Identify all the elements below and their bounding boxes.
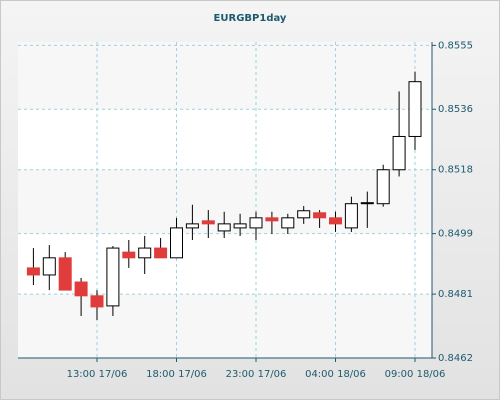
plot-band <box>18 109 432 170</box>
candle-body <box>376 169 390 205</box>
y-tick-label: 0.8518 <box>438 165 473 176</box>
candle-body <box>42 257 56 276</box>
plot-area <box>18 42 432 358</box>
candle-body <box>281 217 295 229</box>
x-tick-label: 13:00 17/06 <box>67 369 128 380</box>
candle-body <box>265 217 279 222</box>
candle-body <box>170 227 183 259</box>
candle-body <box>249 217 263 229</box>
candle-body <box>74 281 88 297</box>
candle-body <box>90 295 104 308</box>
candle-body <box>122 251 136 259</box>
candle-body <box>154 247 168 259</box>
candle-body <box>408 81 422 137</box>
candle-body <box>201 220 215 225</box>
candle-body <box>185 223 199 229</box>
y-tick-label: 0.8462 <box>438 353 473 364</box>
candle-body <box>233 223 247 229</box>
candle-body <box>360 202 374 205</box>
y-tick-label: 0.8499 <box>438 229 473 240</box>
x-tick-label: 18:00 17/06 <box>146 369 207 380</box>
x-tick-label: 09:00 18/06 <box>385 369 446 380</box>
candle-body <box>106 247 120 307</box>
y-tick-label: 0.8536 <box>438 104 473 115</box>
x-tick-label: 04:00 18/06 <box>305 369 366 380</box>
candle-body <box>297 210 311 219</box>
candle-body <box>313 212 327 219</box>
candle-body <box>217 223 231 232</box>
y-tick-label: 0.8555 <box>438 40 473 51</box>
candle-body <box>392 135 406 171</box>
candle-body <box>26 267 40 276</box>
candle-body <box>58 257 72 291</box>
y-tick-label: 0.8481 <box>438 289 473 300</box>
candle-body <box>329 217 342 225</box>
x-tick-label: 23:00 17/06 <box>226 369 287 380</box>
candle-body <box>138 247 152 259</box>
chart-title: EURGBP1day <box>214 13 287 24</box>
candle-body <box>344 203 358 229</box>
